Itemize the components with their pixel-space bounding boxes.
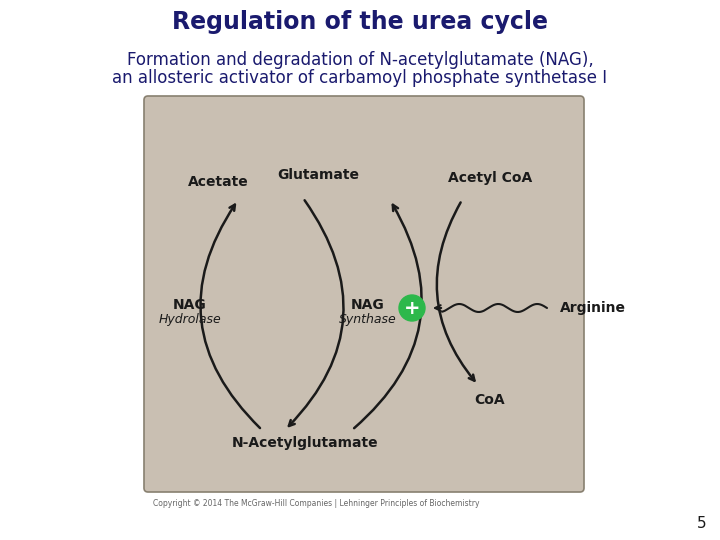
Text: Glutamate: Glutamate: [277, 168, 359, 182]
Text: NAG: NAG: [173, 298, 207, 312]
Text: Formation and degradation of N-acetylglutamate (NAG),: Formation and degradation of N-acetylglu…: [127, 51, 593, 69]
Circle shape: [399, 295, 425, 321]
Text: Arginine: Arginine: [560, 301, 626, 315]
Text: Synthase: Synthase: [339, 314, 397, 327]
FancyBboxPatch shape: [144, 96, 584, 492]
Text: +: +: [404, 299, 420, 318]
Text: NAG: NAG: [351, 298, 385, 312]
Text: Acetyl CoA: Acetyl CoA: [448, 171, 532, 185]
Text: N-Acetylglutamate: N-Acetylglutamate: [232, 436, 378, 450]
Text: CoA: CoA: [474, 393, 505, 407]
Text: Acetate: Acetate: [188, 175, 248, 189]
Text: an allosteric activator of carbamoyl phosphate synthetase I: an allosteric activator of carbamoyl pho…: [112, 69, 608, 87]
Text: 5: 5: [696, 516, 706, 531]
Text: Copyright © 2014 The McGraw-Hill Companies | Lehninger Principles of Biochemistr: Copyright © 2014 The McGraw-Hill Compani…: [153, 500, 480, 509]
Text: Regulation of the urea cycle: Regulation of the urea cycle: [172, 10, 548, 34]
Text: Hydrolase: Hydrolase: [158, 314, 221, 327]
